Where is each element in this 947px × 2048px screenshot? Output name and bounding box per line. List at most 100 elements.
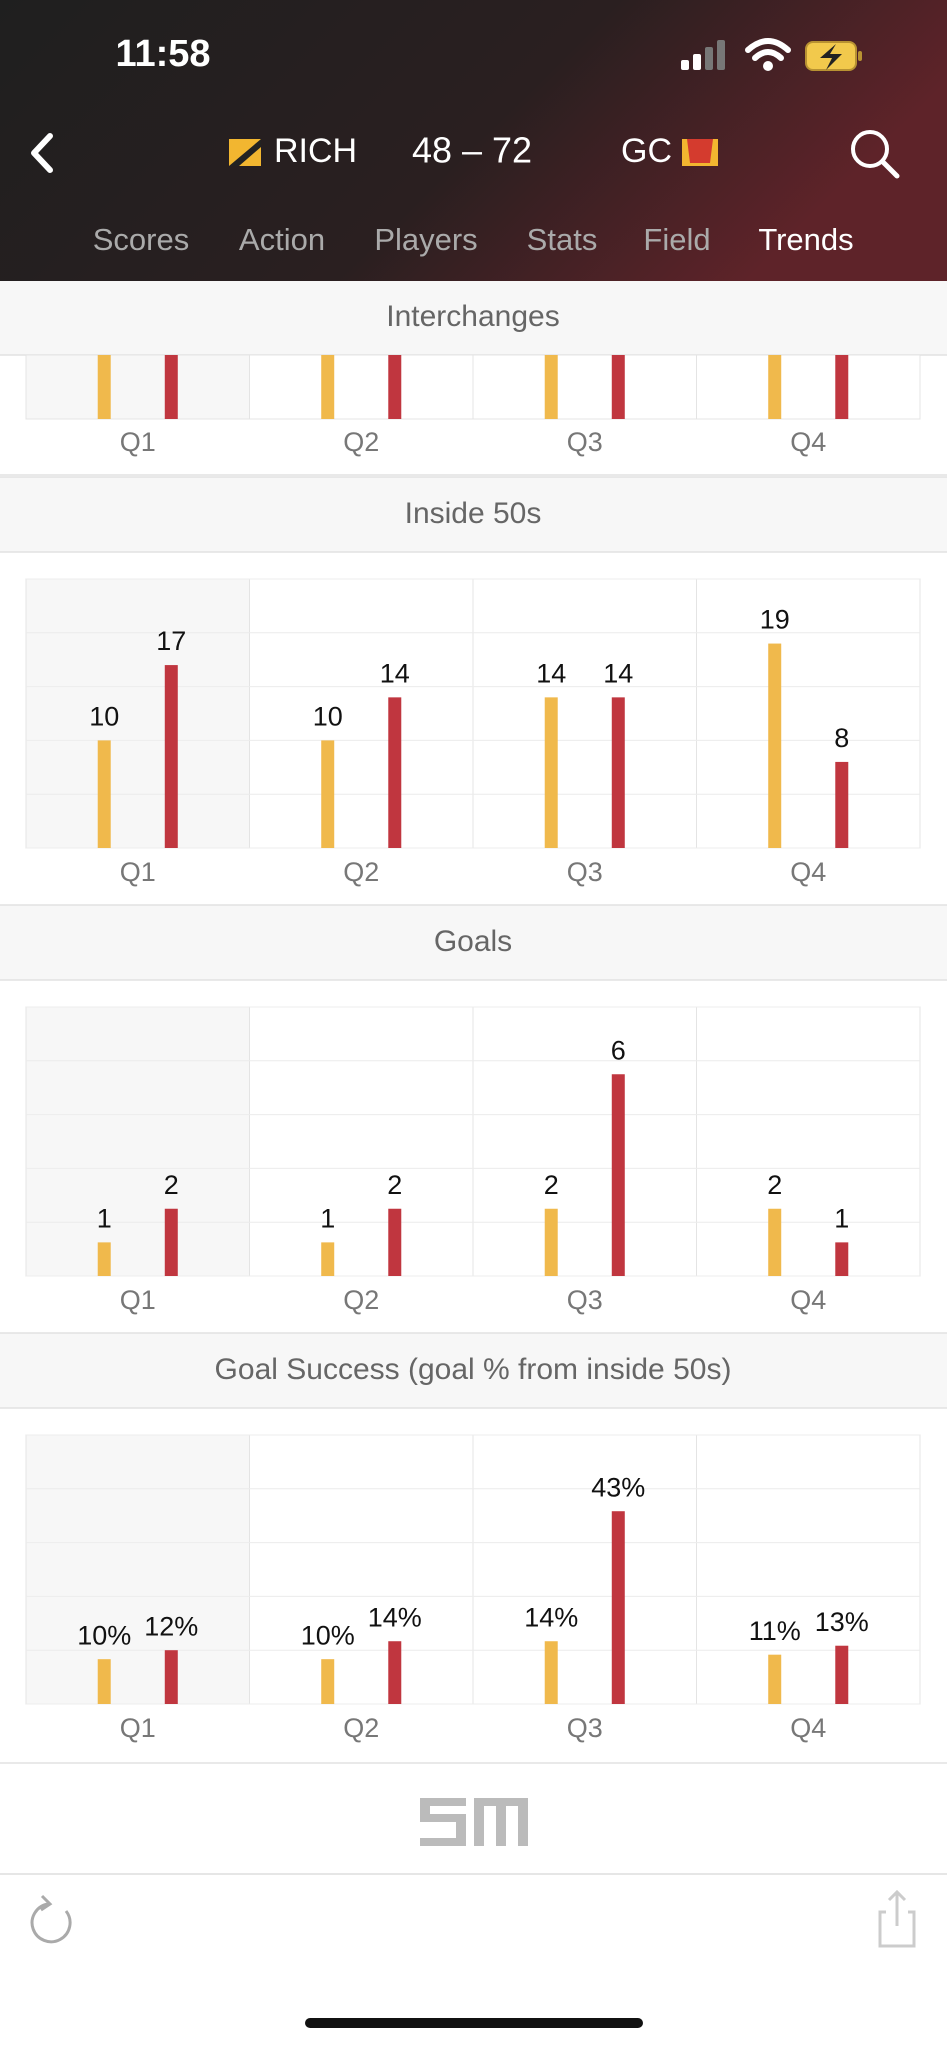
column-bg xyxy=(249,1434,474,1705)
data-label: 14 xyxy=(603,658,633,688)
refresh-button[interactable] xyxy=(30,1902,72,1944)
x-tick-label: Q1 xyxy=(120,427,156,457)
data-label: 10% xyxy=(77,1620,131,1650)
section-bg xyxy=(0,477,947,552)
x-tick-label: Q4 xyxy=(790,1285,826,1315)
column-bg xyxy=(249,354,474,420)
x-tick-label: Q4 xyxy=(790,427,826,457)
wifi-icon xyxy=(745,38,791,61)
bar xyxy=(321,1242,335,1276)
section-bg xyxy=(0,905,947,980)
x-tick-label: Q3 xyxy=(567,857,603,887)
bar xyxy=(611,1511,625,1704)
data-label: 14 xyxy=(536,658,566,688)
bar-stub xyxy=(768,355,782,419)
wifi-dot xyxy=(763,61,773,71)
data-label: 2 xyxy=(544,1170,559,1200)
tab[interactable]: Action xyxy=(239,222,325,257)
data-label: 11% xyxy=(749,1616,801,1646)
column-bg xyxy=(249,1006,474,1277)
bar xyxy=(388,1208,402,1276)
share-button[interactable] xyxy=(878,1889,916,1948)
bar-stub xyxy=(97,355,111,419)
data-label: 1 xyxy=(97,1204,112,1234)
data-label: 14 xyxy=(380,658,410,688)
column-bg xyxy=(696,578,921,849)
score: 48 – 72 xyxy=(412,130,532,171)
home-team: RICH xyxy=(274,132,357,170)
column-bg xyxy=(696,1434,921,1705)
data-label: 43% xyxy=(591,1472,645,1502)
bar xyxy=(97,740,111,848)
status-time: 11:58 xyxy=(115,33,210,75)
away-team: GC xyxy=(621,132,672,170)
data-label: 2 xyxy=(767,1170,782,1200)
tab[interactable]: Scores xyxy=(93,222,189,257)
column-bg xyxy=(696,354,921,420)
x-tick-label: Q3 xyxy=(567,1285,603,1315)
bar xyxy=(611,697,625,848)
footer-bg xyxy=(0,1763,947,1874)
bar xyxy=(321,1659,335,1704)
column-bg xyxy=(25,354,250,420)
bar xyxy=(97,1659,111,1704)
x-tick-label: Q2 xyxy=(343,1285,379,1315)
bar-stub xyxy=(544,355,558,419)
away-flag xyxy=(682,139,718,166)
tab[interactable]: Field xyxy=(643,222,710,257)
tab[interactable]: Stats xyxy=(527,222,598,257)
column-bg xyxy=(696,1006,921,1277)
column-bg xyxy=(25,1006,250,1277)
column-bg xyxy=(472,354,697,420)
search-button[interactable] xyxy=(851,130,889,168)
column-bg xyxy=(472,1434,697,1705)
data-label: 6 xyxy=(611,1035,626,1065)
bar xyxy=(768,1654,782,1704)
bar xyxy=(544,1208,558,1276)
section-title: Goals xyxy=(434,925,512,958)
tab[interactable]: Trends xyxy=(758,222,853,257)
bar xyxy=(544,697,558,848)
section-title: Goal Success (goal % from inside 50s) xyxy=(215,1353,732,1386)
column-bg xyxy=(472,578,697,849)
column-bg xyxy=(25,578,250,849)
data-label: 17 xyxy=(156,626,186,656)
charge-bolt xyxy=(820,44,842,70)
bar xyxy=(768,1208,782,1276)
x-tick-label: Q2 xyxy=(343,857,379,887)
section-title: Inside 50s xyxy=(405,497,542,530)
bar xyxy=(388,697,402,848)
column-bg xyxy=(25,1434,250,1705)
x-tick-label: Q1 xyxy=(120,857,156,887)
section-bg xyxy=(0,1333,947,1408)
section-title: Interchanges xyxy=(386,300,559,333)
refresh-arrow xyxy=(40,1894,53,1912)
data-label: 14% xyxy=(368,1602,422,1632)
battery-tip xyxy=(858,51,862,61)
bar xyxy=(835,761,849,848)
data-label: 19 xyxy=(760,605,790,635)
x-tick-label: Q4 xyxy=(790,857,826,887)
bar xyxy=(164,1650,178,1704)
x-tick-label: Q3 xyxy=(567,427,603,457)
data-label: 14% xyxy=(524,1602,578,1632)
x-tick-label: Q1 xyxy=(120,1713,156,1743)
x-tick-label: Q2 xyxy=(343,1713,379,1743)
home-indicator xyxy=(305,2018,643,2028)
bar xyxy=(544,1641,558,1704)
bar xyxy=(321,740,335,848)
bar xyxy=(164,1208,178,1276)
x-tick-label: Q1 xyxy=(120,1285,156,1315)
data-label: 2 xyxy=(387,1170,402,1200)
sm-logo xyxy=(420,1798,528,1846)
data-label: 12% xyxy=(144,1611,198,1641)
data-label: 10 xyxy=(89,702,119,732)
bar-stub xyxy=(611,355,625,419)
tab[interactable]: Players xyxy=(374,222,477,257)
signal-icon xyxy=(681,40,725,70)
bar xyxy=(611,1074,625,1276)
back-button[interactable] xyxy=(31,133,53,173)
bar xyxy=(388,1641,402,1704)
